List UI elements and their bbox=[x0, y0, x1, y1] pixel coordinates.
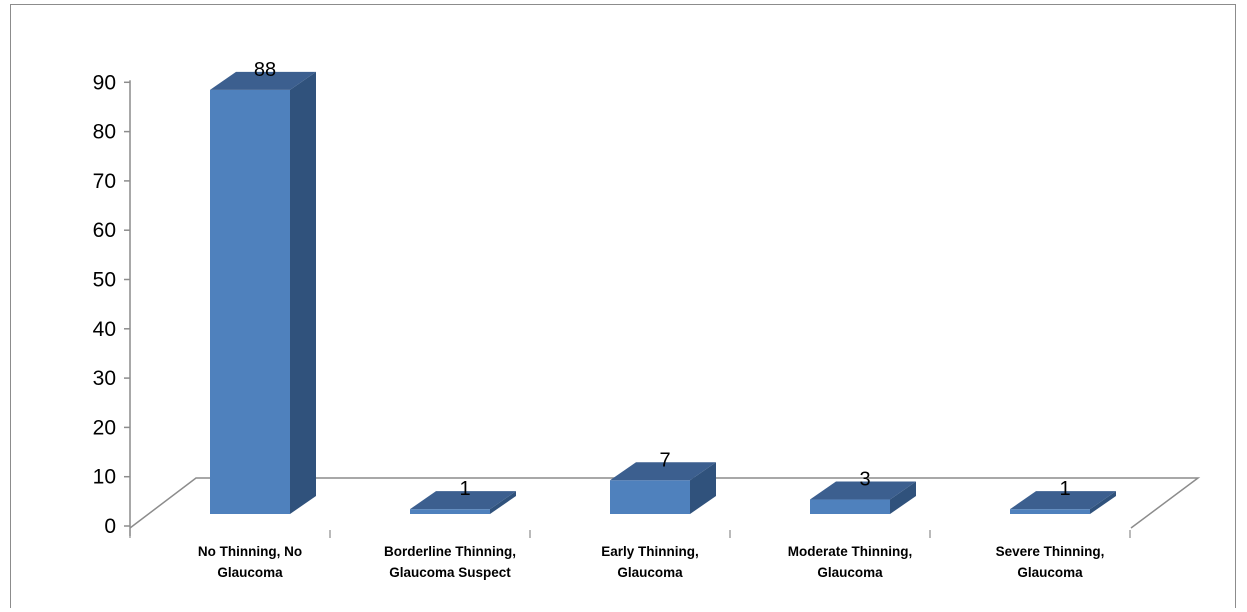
y-tick-label: 0 bbox=[104, 515, 116, 538]
category-label: Glaucoma bbox=[1017, 565, 1083, 580]
bar-top bbox=[1010, 491, 1116, 510]
bar-front bbox=[810, 499, 890, 514]
bar-side bbox=[490, 491, 516, 514]
bar-top bbox=[210, 71, 316, 90]
bar-front bbox=[610, 480, 690, 514]
bar-front bbox=[410, 509, 490, 514]
bar-top bbox=[810, 481, 916, 500]
data-label: 7 bbox=[659, 449, 670, 471]
bar bbox=[810, 481, 916, 514]
category-label: Glaucoma bbox=[817, 565, 883, 580]
bar-front bbox=[210, 89, 290, 514]
bar-side bbox=[690, 462, 716, 514]
y-tick-label: 40 bbox=[93, 318, 116, 341]
bar-side bbox=[1090, 491, 1116, 514]
category-label: Glaucoma Suspect bbox=[389, 565, 511, 580]
bar bbox=[610, 462, 716, 514]
bar-front bbox=[1010, 509, 1090, 514]
data-label: 3 bbox=[859, 469, 870, 491]
category-label: Severe Thinning, bbox=[996, 544, 1105, 559]
category-label: Glaucoma bbox=[617, 565, 683, 580]
category-label: Borderline Thinning, bbox=[384, 544, 516, 559]
data-label: 1 bbox=[1059, 478, 1070, 500]
y-tick-label: 70 bbox=[93, 170, 116, 193]
y-tick-label: 50 bbox=[93, 269, 116, 292]
category-label: Glaucoma bbox=[217, 565, 283, 580]
bar bbox=[410, 491, 516, 514]
y-tick-label: 80 bbox=[93, 121, 116, 144]
category-label: Early Thinning, bbox=[601, 544, 699, 559]
data-label: 1 bbox=[459, 478, 470, 500]
chart-frame bbox=[10, 4, 1236, 608]
bar bbox=[210, 71, 316, 514]
x-axis-labels: No Thinning, No Glaucoma Borderline Thinni… bbox=[129, 530, 1131, 580]
bar-top bbox=[610, 462, 716, 481]
y-axis: 0 10 20 30 40 50 60 70 80 90 bbox=[93, 71, 131, 538]
data-label: 88 bbox=[254, 59, 276, 81]
data-labels: 88 1 7 3 1 bbox=[254, 59, 1071, 500]
y-tick-label: 10 bbox=[93, 466, 116, 489]
bar-side bbox=[890, 481, 916, 514]
category-label: Moderate Thinning, bbox=[788, 544, 913, 559]
y-tick-label: 90 bbox=[93, 71, 116, 94]
bar-top bbox=[410, 491, 516, 510]
category-label: No Thinning, No bbox=[198, 544, 302, 559]
y-tick-label: 30 bbox=[93, 367, 116, 390]
y-tick-label: 60 bbox=[93, 219, 116, 242]
bar-series bbox=[210, 71, 1116, 514]
bar-side bbox=[290, 71, 316, 514]
y-tick-label: 20 bbox=[93, 416, 116, 439]
bar bbox=[1010, 491, 1116, 514]
